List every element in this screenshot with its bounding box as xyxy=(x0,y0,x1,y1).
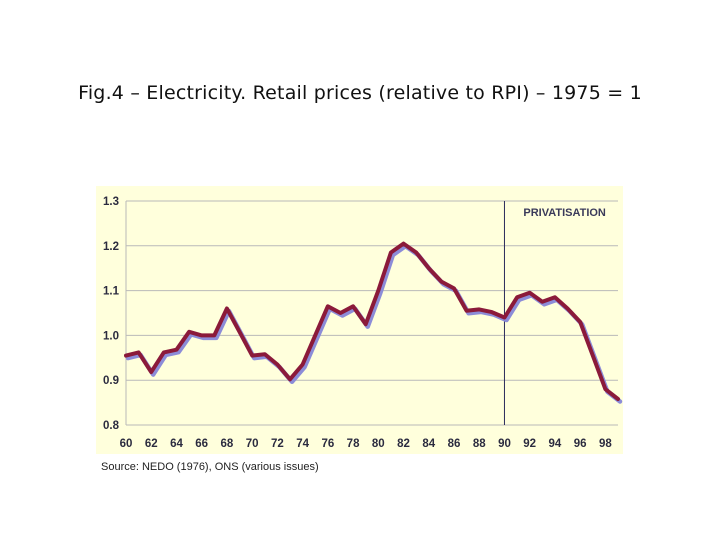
slide-title: Fig.4 – Electricity. Retail prices (rela… xyxy=(78,82,642,104)
data-point xyxy=(351,305,355,308)
data-point xyxy=(490,310,494,314)
y-tick-label: 1.1 xyxy=(103,286,120,298)
data-point xyxy=(503,316,506,319)
data-point xyxy=(187,330,191,334)
data-point xyxy=(263,353,266,356)
privatisation-label: PRIVATISATION xyxy=(523,207,606,219)
data-point xyxy=(402,242,405,245)
x-tick-label: 60 xyxy=(120,438,133,450)
annotations: PRIVATISATION xyxy=(503,201,606,425)
x-tick-label: 70 xyxy=(246,438,259,450)
data-point xyxy=(440,280,443,283)
x-tick-label: 62 xyxy=(145,438,158,450)
data-point xyxy=(238,330,241,334)
data-point xyxy=(553,296,557,299)
chart-panel: PRIVATISATION 1.3 1.2 1.1 1.0 0.9 0.8 60 62 64 6… xyxy=(96,186,623,454)
data-point xyxy=(578,320,582,324)
data-point xyxy=(200,334,203,337)
data-point xyxy=(541,300,544,303)
y-axis-tick-labels: 1.3 1.2 1.1 1.0 0.9 0.8 xyxy=(103,196,120,432)
source-note: Source: NEDO (1976), ONS (various issues… xyxy=(101,461,319,473)
data-point xyxy=(225,307,229,310)
line-chart: PRIVATISATION 1.31.21.11.00.90.8 60 62 64 6… xyxy=(103,196,623,450)
data-point xyxy=(364,323,367,326)
data-point xyxy=(566,307,569,310)
x-tick-label: 78 xyxy=(347,438,360,450)
x-tick-label: 68 xyxy=(221,438,234,450)
data-point xyxy=(465,309,468,312)
x-tick-label: 94 xyxy=(549,438,562,450)
data-point xyxy=(389,251,393,254)
x-tick-label: 80 xyxy=(372,438,385,450)
data-point xyxy=(452,287,456,290)
x-tick-label: 90 xyxy=(498,438,511,450)
x-tick-label: 82 xyxy=(397,438,410,450)
x-tick-label: 76 xyxy=(321,438,334,450)
x-axis-tick-labels: 60 62 64 66 68 70 72 74 76 78 80 82 84 86 88 90 92 94 96 98 xyxy=(120,438,613,450)
x-tick-label: 96 xyxy=(574,438,587,450)
data-point xyxy=(276,363,279,366)
x-tick-label: 66 xyxy=(195,438,208,450)
data-point xyxy=(213,334,216,337)
data-point xyxy=(414,251,418,254)
data-point xyxy=(250,354,254,357)
data-point xyxy=(591,354,594,357)
y-tick-label: 1.3 xyxy=(103,196,119,208)
data-point xyxy=(162,351,166,354)
x-tick-label: 92 xyxy=(523,438,536,450)
x-tick-label: 86 xyxy=(448,438,461,450)
x-tick-label: 88 xyxy=(473,438,486,450)
x-tick-label: 98 xyxy=(599,438,612,450)
x-tick-label: 64 xyxy=(170,438,183,450)
data-point xyxy=(528,291,531,295)
y-tick-label: 0.8 xyxy=(103,420,120,432)
data-point xyxy=(288,378,292,381)
y-tick-label: 1.2 xyxy=(103,241,119,253)
data-point xyxy=(301,363,304,366)
data-point xyxy=(175,348,178,351)
x-tick-label: 74 xyxy=(296,438,309,450)
data-point xyxy=(604,387,607,391)
data-point xyxy=(137,351,140,354)
series-layer xyxy=(124,241,623,404)
data-point xyxy=(616,397,620,401)
series-line-shadow xyxy=(125,243,623,404)
data-point xyxy=(515,296,519,299)
x-tick-label: 84 xyxy=(422,438,435,450)
data-point xyxy=(314,334,317,337)
y-tick-label: 1.0 xyxy=(103,330,119,342)
data-point xyxy=(326,305,330,308)
data-point xyxy=(427,267,430,270)
data-point xyxy=(377,289,380,292)
data-point xyxy=(124,354,128,357)
series-line xyxy=(124,241,620,401)
x-tick-label: 72 xyxy=(271,438,284,450)
data-point xyxy=(478,308,481,311)
data-point xyxy=(150,370,153,374)
y-tick-label: 0.9 xyxy=(103,375,119,387)
data-point xyxy=(339,311,342,315)
